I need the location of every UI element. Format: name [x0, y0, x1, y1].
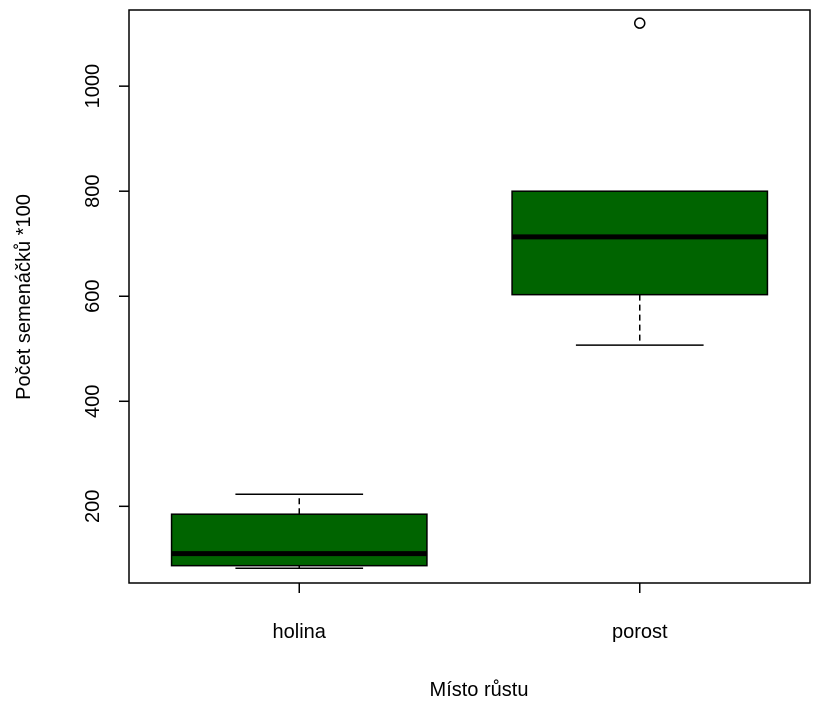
box-porost — [511, 17, 769, 346]
y-tick-label: 1000 — [82, 64, 104, 109]
y-tick-label: 600 — [82, 280, 104, 313]
y-tick-label: 200 — [82, 490, 104, 523]
boxes — [170, 17, 769, 570]
plot-frame — [128, 9, 811, 584]
x-tick-label: porost — [612, 621, 668, 643]
outlier-point — [634, 17, 646, 29]
box-iqr — [511, 190, 769, 296]
x-tick-label: holina — [273, 621, 327, 643]
x-axis-title: Místo růstu — [430, 679, 529, 701]
y-tick-label: 400 — [82, 385, 104, 418]
box-iqr — [170, 513, 428, 567]
x-axis: holina porost — [273, 583, 668, 643]
y-axis: 200 400 600 800 1000 — [82, 64, 129, 523]
y-axis-title: Počet semenáčků *100 — [13, 194, 35, 400]
box-holina — [170, 493, 428, 570]
y-tick-label: 800 — [82, 175, 104, 208]
